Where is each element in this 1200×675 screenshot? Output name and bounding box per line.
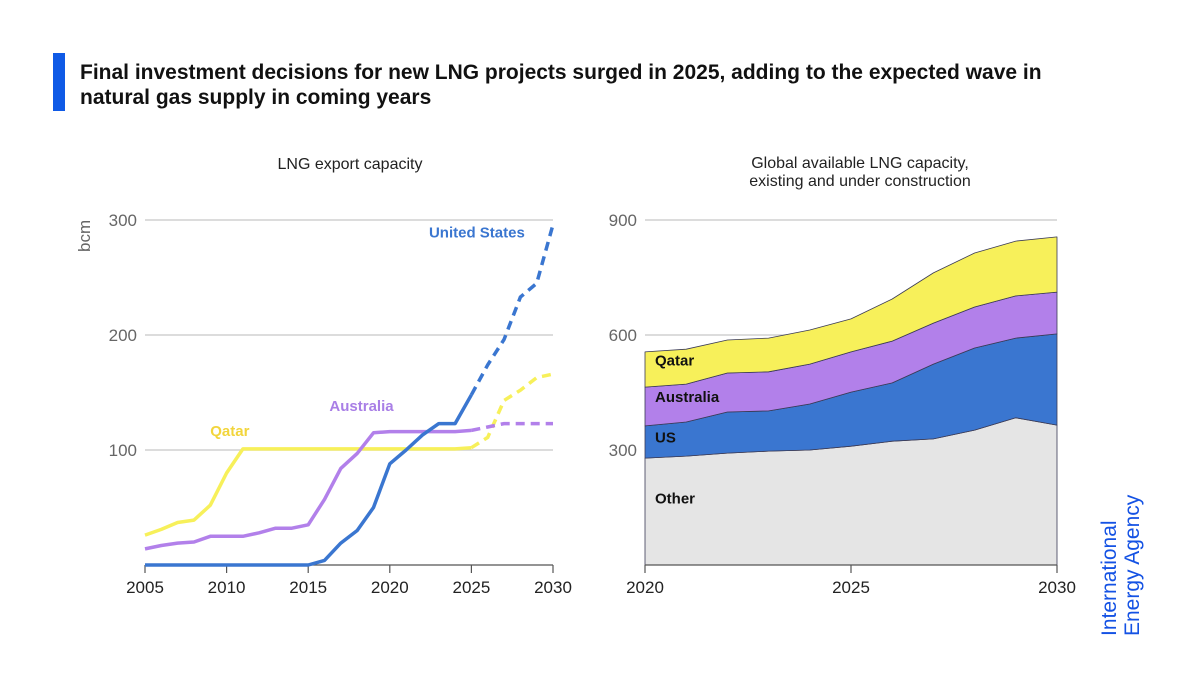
right-chart-title-line1: Global available LNG capacity, [751, 155, 969, 172]
x-tick-label: 2010 [208, 578, 246, 597]
right-chart-global-lng-capacity: 300 600 900 Other US Australia Qatar 2020 2025 20… [609, 211, 1076, 597]
right-chart-title-line2: existing and under construction [749, 173, 971, 190]
page-title: Final investment decisions for new LNG p… [80, 61, 1042, 109]
series-label-united-states: United States [429, 224, 525, 241]
y-axis-label: bcm [75, 220, 94, 252]
y-tick-label: 200 [109, 326, 137, 345]
y-tick-label: 900 [609, 211, 637, 230]
x-tick-label: 2005 [126, 578, 164, 597]
x-tick-label: 2025 [452, 578, 490, 597]
series-label-us: US [655, 429, 676, 446]
x-tick-label: 2020 [371, 578, 409, 597]
iea-logo-line1: International [1098, 520, 1121, 636]
x-tick-label: 2020 [626, 578, 664, 597]
line-australia-projected [471, 421, 553, 433]
line-australia-historical [144, 428, 472, 551]
x-tick-label: 2025 [832, 578, 870, 597]
series-label-other: Other [655, 491, 695, 508]
x-tick-label: 2015 [289, 578, 327, 597]
area-qatar [644, 236, 1058, 388]
left-chart-lng-export-capacity: 100 200 300 bcm 2005 2010 2015 2020 2025 2030 Qata… [75, 211, 572, 597]
line-qatar-historical [144, 445, 472, 537]
series-label-australia: Australia [329, 398, 394, 415]
x-tick-label: 2030 [534, 578, 572, 597]
y-tick-label: 600 [609, 326, 637, 345]
iea-logo: International Energy Agency [1098, 495, 1144, 636]
series-label-qatar: Qatar [210, 423, 249, 440]
x-tick-label: 2030 [1038, 578, 1076, 597]
y-tick-label: 300 [609, 441, 637, 460]
y-tick-label: 100 [109, 441, 137, 460]
iea-logo-line2: Energy Agency [1121, 494, 1144, 636]
series-label-qatar: Qatar [655, 353, 694, 370]
line-united-states-projected [469, 224, 555, 396]
left-chart-title: LNG export capacity [277, 156, 423, 173]
title-accent-bar [53, 53, 65, 111]
line-united-states-historical [145, 393, 473, 567]
right-chart-title: Global available LNG capacity, existing … [660, 155, 1060, 191]
series-label-australia: Australia [655, 389, 720, 406]
y-tick-label: 300 [109, 211, 137, 230]
line-qatar-projected [470, 372, 554, 450]
